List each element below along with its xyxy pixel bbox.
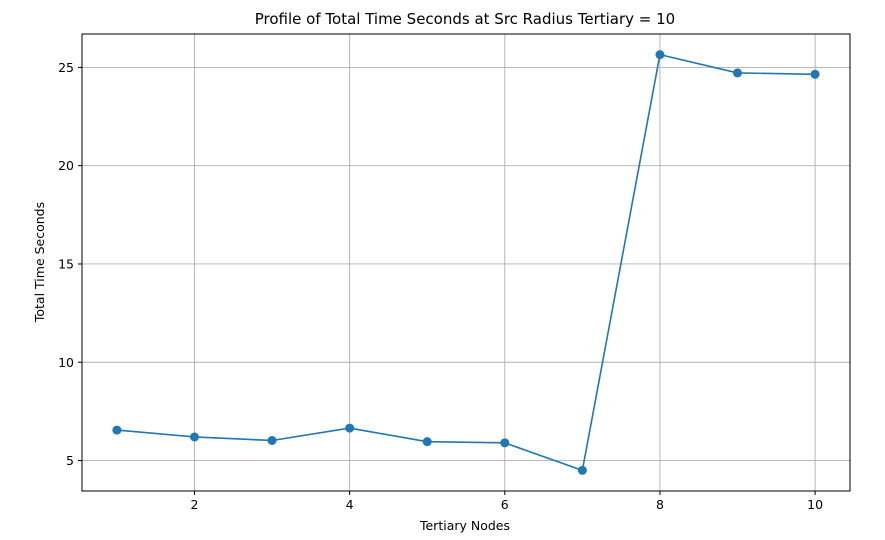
x-gridlines [194, 34, 816, 491]
y-tick-label: 5 [66, 453, 74, 468]
x-tick-label: 8 [656, 497, 664, 512]
x-tick-label: 10 [807, 497, 823, 512]
y-tick-label: 20 [58, 158, 74, 173]
y-tick-label: 25 [58, 60, 74, 75]
series-line [116, 53, 816, 472]
data-point [345, 423, 355, 433]
x-tick-label: 2 [191, 497, 199, 512]
x-axis-ticks: 2 4 6 8 10 [191, 491, 823, 512]
data-point [577, 465, 587, 475]
y-tick-label: 15 [58, 256, 74, 271]
x-axis-label: Tertiary Nodes [419, 518, 510, 533]
chart-title: Profile of Total Time Seconds at Src Rad… [255, 10, 675, 28]
data-point [267, 435, 277, 445]
data-point [810, 69, 820, 79]
x-tick-label: 6 [501, 497, 509, 512]
data-point [112, 425, 122, 435]
y-gridlines [82, 66, 850, 461]
y-tick-label: 10 [58, 355, 74, 370]
data-point [655, 50, 665, 60]
series-group [112, 50, 820, 475]
data-point [500, 438, 510, 448]
data-point [189, 432, 199, 442]
y-axis-ticks: 5 10 15 20 25 [58, 60, 82, 468]
plot-frame [81, 33, 851, 492]
y-axis-label: Total Time Seconds [32, 202, 47, 323]
x-tick-label: 4 [346, 497, 354, 512]
data-point [422, 437, 432, 447]
data-point [733, 68, 743, 78]
